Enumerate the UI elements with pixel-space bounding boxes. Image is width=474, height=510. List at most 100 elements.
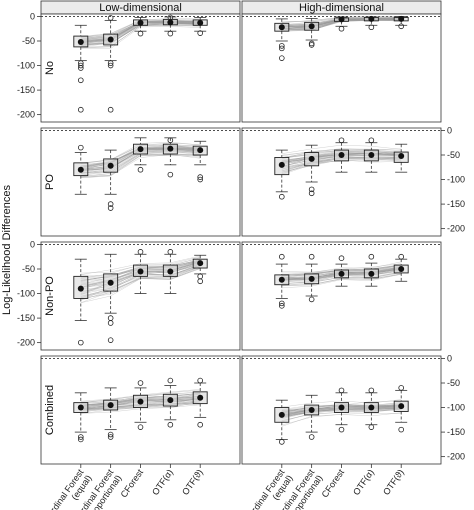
outlier-point xyxy=(398,253,405,260)
y-tick-label: -200 xyxy=(447,224,465,234)
outlier-point xyxy=(368,387,375,394)
outlier-point xyxy=(78,434,84,440)
mean-point xyxy=(167,397,174,404)
outlier-point xyxy=(308,42,315,48)
mean-point xyxy=(107,402,114,409)
outlier-point xyxy=(78,77,84,84)
box-marks xyxy=(73,14,409,445)
mean-point xyxy=(197,394,204,401)
outlier-point xyxy=(137,249,144,255)
y-tick-label: -50 xyxy=(447,150,460,160)
outlier-point xyxy=(167,171,174,178)
mean-point xyxy=(77,166,84,173)
outlier-point xyxy=(197,421,204,428)
outlier-point xyxy=(107,320,114,326)
outlier-point xyxy=(167,249,174,255)
mean-point xyxy=(398,266,405,272)
outlier-point xyxy=(308,186,315,193)
outlier-point xyxy=(167,377,174,384)
mean-point xyxy=(278,411,285,418)
x-tick-label: OTF(α) xyxy=(150,467,175,497)
x-tick-label-line: OTF(α) xyxy=(351,467,376,497)
mean-point xyxy=(368,152,375,158)
outlier-point xyxy=(137,424,144,430)
mean-point xyxy=(278,24,285,31)
x-tick-label-line: OTF(ϑ) xyxy=(180,467,205,496)
panel-frame xyxy=(40,241,241,351)
y-tick-label: -100 xyxy=(447,403,465,413)
mean-point xyxy=(137,19,144,26)
y-tick-label: -50 xyxy=(22,36,35,46)
mean-point xyxy=(338,404,345,411)
outlier-point xyxy=(107,106,114,113)
mean-point xyxy=(278,161,285,168)
mean-point xyxy=(107,36,114,43)
x-tick-label-line: CForest xyxy=(119,467,146,499)
outlier-point xyxy=(398,385,405,391)
row-label: No xyxy=(44,61,56,75)
mean-point xyxy=(338,270,345,277)
outlier-point xyxy=(278,43,285,49)
outlier-point xyxy=(167,421,174,428)
y-tick-label: 0 xyxy=(30,239,35,249)
mean-point xyxy=(137,398,144,405)
row-label: Non-PO xyxy=(44,276,56,316)
outlier-point xyxy=(398,23,405,30)
panel-frame xyxy=(241,13,442,123)
mean-point xyxy=(368,404,375,411)
outlier-point xyxy=(78,106,84,113)
x-tick-label-line: OTF(α) xyxy=(150,467,175,497)
trajectory-line xyxy=(80,255,201,275)
outlier-point xyxy=(107,434,114,440)
outlier-point xyxy=(78,339,84,346)
outlier-point xyxy=(368,424,375,430)
outlier-point xyxy=(107,201,114,207)
outlier-point xyxy=(338,25,345,32)
mean-point xyxy=(167,268,174,275)
outlier-point xyxy=(197,278,204,285)
y-tick-label: -100 xyxy=(447,175,465,185)
x-tick-label: OTF(ϑ) xyxy=(180,467,205,496)
outlier-point xyxy=(338,387,345,394)
outlier-point xyxy=(308,296,315,303)
y-tick-label: -200 xyxy=(17,110,35,120)
outlier-point xyxy=(278,55,285,61)
outlier-point xyxy=(338,255,345,262)
x-tick-label: OTF(ϑ) xyxy=(381,467,406,496)
mean-point xyxy=(107,279,114,286)
x-tick-label-line: OTF(ϑ) xyxy=(381,467,406,496)
trajectory-line xyxy=(80,154,201,179)
y-tick-label: -150 xyxy=(447,427,465,437)
outlier-point xyxy=(308,434,315,440)
mean-point xyxy=(137,146,144,153)
y-tick-label: -150 xyxy=(17,313,35,323)
outlier-point xyxy=(197,174,204,180)
y-tick-label: -50 xyxy=(447,378,460,388)
outlier-point xyxy=(167,14,174,21)
mean-point xyxy=(278,276,285,283)
outlier-point xyxy=(338,137,345,144)
outlier-point xyxy=(167,137,174,144)
outlier-point xyxy=(398,426,405,433)
outlier-point xyxy=(368,24,375,31)
mean-point xyxy=(338,16,345,23)
mean-point xyxy=(398,403,405,410)
column-strip-label: Low-dimensional xyxy=(99,2,182,14)
mean-point xyxy=(167,19,174,26)
outlier-point xyxy=(197,176,204,183)
outlier-point xyxy=(107,62,114,69)
y-tick-label: -100 xyxy=(17,289,35,299)
outlier-point xyxy=(278,439,285,445)
outlier-point xyxy=(107,337,114,343)
trajectory-line xyxy=(281,261,402,274)
outlier-point xyxy=(278,253,285,260)
mean-point xyxy=(107,162,114,169)
mean-point xyxy=(308,275,315,282)
outlier-point xyxy=(278,193,285,200)
outlier-point xyxy=(107,205,114,211)
x-tick-label: OTF(α) xyxy=(351,467,376,497)
mean-point xyxy=(368,15,375,22)
y-tick-label: -150 xyxy=(17,85,35,95)
outlier-point xyxy=(78,60,84,66)
y-tick-label: -200 xyxy=(17,338,35,348)
